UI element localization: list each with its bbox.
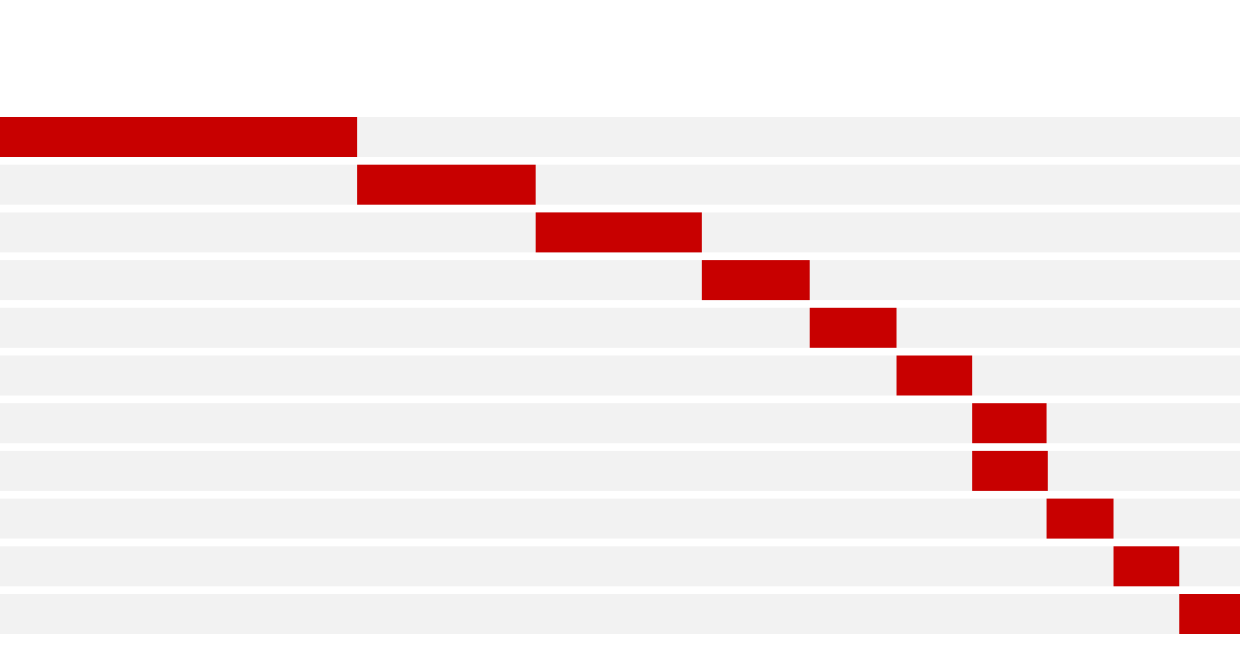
row-track-11 <box>0 594 1240 634</box>
bar-3 <box>535 212 702 253</box>
row-track-2 <box>0 164 1240 205</box>
bar-5 <box>809 307 897 348</box>
row-track-7 <box>0 403 1240 444</box>
row-track-5 <box>0 307 1240 348</box>
row-track-8 <box>0 450 1240 491</box>
bar-9 <box>1046 498 1114 539</box>
bar-1 <box>0 117 358 157</box>
row-track-4 <box>0 260 1240 301</box>
row-track-6 <box>0 355 1240 396</box>
bar-2 <box>357 164 536 205</box>
bar-10 <box>1113 546 1180 587</box>
bar-4 <box>701 260 810 301</box>
bar-11 <box>1179 594 1240 634</box>
row-track-9 <box>0 498 1240 539</box>
bar-6 <box>896 355 973 396</box>
bar-8 <box>972 450 1048 491</box>
row-track-10 <box>0 546 1240 587</box>
bar-7 <box>972 403 1047 444</box>
